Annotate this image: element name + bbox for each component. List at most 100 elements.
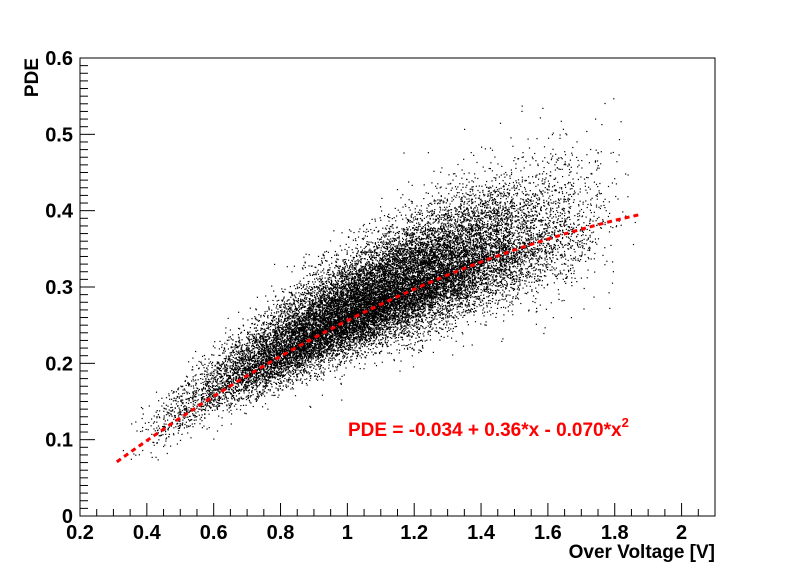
scatter-point xyxy=(476,223,478,225)
scatter-point xyxy=(279,363,282,365)
scatter-point xyxy=(253,350,256,352)
scatter-point xyxy=(356,323,358,325)
scatter-point xyxy=(445,219,447,221)
scatter-point xyxy=(317,287,319,289)
scatter-point xyxy=(486,249,488,251)
scatter-point xyxy=(365,332,367,334)
scatter-point xyxy=(222,368,224,370)
scatter-point xyxy=(131,423,133,425)
scatter-point xyxy=(414,344,416,346)
scatter-point xyxy=(202,364,204,366)
scatter-point xyxy=(535,268,537,270)
scatter-point xyxy=(424,250,426,252)
scatter-point xyxy=(460,237,462,240)
scatter-point xyxy=(280,361,282,363)
scatter-point xyxy=(414,240,416,242)
scatter-point xyxy=(227,380,229,382)
scatter-point xyxy=(396,215,398,217)
scatter-point xyxy=(380,266,382,268)
scatter-point xyxy=(569,223,572,225)
scatter-point xyxy=(404,279,406,281)
scatter-point xyxy=(349,277,351,279)
scatter-point xyxy=(462,316,464,318)
scatter-point xyxy=(360,279,362,282)
scatter-point xyxy=(536,215,538,217)
scatter-point xyxy=(223,398,226,400)
scatter-point xyxy=(234,367,236,369)
scatter-point xyxy=(249,372,251,374)
scatter-point xyxy=(238,369,240,371)
scatter-point xyxy=(472,181,475,183)
scatter-point xyxy=(405,239,407,241)
scatter-point xyxy=(387,317,389,319)
scatter-point xyxy=(444,287,446,289)
scatter-point xyxy=(489,284,491,286)
scatter-point xyxy=(261,338,263,340)
scatter-point xyxy=(330,306,333,308)
scatter-point xyxy=(426,257,428,259)
scatter-point xyxy=(340,382,342,384)
scatter-point xyxy=(379,217,381,219)
scatter-point xyxy=(445,287,448,289)
scatter-point xyxy=(435,255,437,257)
scatter-point xyxy=(447,222,450,224)
scatter-point xyxy=(417,238,419,240)
scatter-point xyxy=(280,310,282,312)
scatter-point xyxy=(434,229,436,231)
scatter-point xyxy=(539,279,541,281)
scatter-point xyxy=(465,213,467,215)
scatter-point xyxy=(564,253,566,255)
scatter-point xyxy=(478,234,480,236)
scatter-point xyxy=(455,284,457,286)
scatter-point xyxy=(455,211,457,213)
scatter-point xyxy=(396,312,398,314)
scatter-point xyxy=(479,255,481,258)
scatter-point xyxy=(335,338,337,340)
scatter-point xyxy=(302,324,305,326)
scatter-point xyxy=(391,243,393,245)
scatter-point xyxy=(256,384,258,387)
scatter-point xyxy=(317,331,319,333)
scatter-point xyxy=(467,260,469,262)
scatter-point xyxy=(582,247,584,249)
scatter-point xyxy=(428,211,430,213)
scatter-point xyxy=(326,282,328,285)
scatter-point xyxy=(391,313,393,315)
scatter-point xyxy=(229,370,231,372)
scatter-point xyxy=(433,323,436,325)
scatter-point xyxy=(479,195,481,197)
scatter-point xyxy=(362,268,364,270)
scatter-point xyxy=(330,277,332,279)
scatter-point xyxy=(503,306,505,308)
scatter-point xyxy=(224,370,226,372)
scatter-point xyxy=(500,241,502,243)
scatter-point xyxy=(504,258,506,260)
scatter-point xyxy=(211,367,213,369)
scatter-point xyxy=(544,253,546,255)
scatter-point xyxy=(286,319,288,321)
scatter-point xyxy=(297,343,299,345)
scatter-point xyxy=(364,363,366,365)
scatter-point xyxy=(234,368,236,370)
scatter-point xyxy=(171,410,174,412)
scatter-point xyxy=(363,289,365,291)
scatter-point xyxy=(350,282,352,284)
scatter-point xyxy=(456,249,458,251)
scatter-point xyxy=(433,264,435,266)
scatter-point xyxy=(289,365,292,367)
scatter-point xyxy=(254,389,256,391)
scatter-point xyxy=(382,270,384,272)
scatter-point xyxy=(503,246,505,248)
scatter-point xyxy=(386,336,388,338)
scatter-point xyxy=(312,351,315,353)
scatter-point xyxy=(559,270,561,272)
scatter-point xyxy=(211,353,213,356)
scatter-point xyxy=(271,386,273,388)
scatter-point xyxy=(166,452,168,455)
scatter-point xyxy=(418,269,420,271)
scatter-point xyxy=(481,210,483,212)
scatter-point xyxy=(497,302,499,304)
scatter-point xyxy=(512,271,514,273)
scatter-point xyxy=(369,284,371,286)
scatter-point xyxy=(527,266,530,268)
